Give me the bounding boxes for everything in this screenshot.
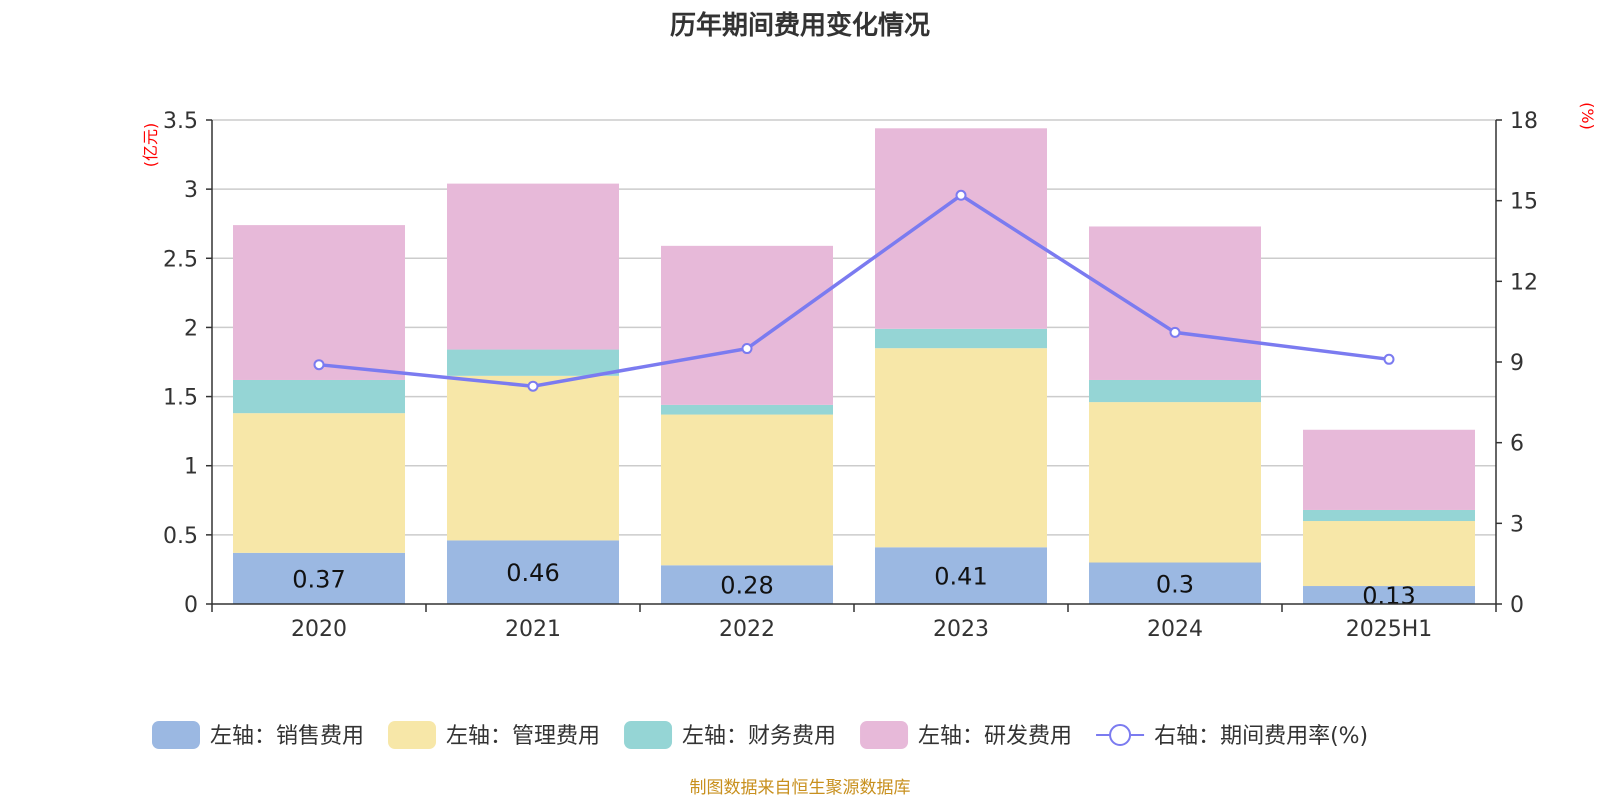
legend-label: 左轴：销售费用	[210, 724, 364, 749]
rate-line-point	[527, 380, 539, 392]
x-tick-label: 2023	[933, 617, 989, 642]
bar-data-label: 0.3	[1156, 570, 1194, 598]
legend-marker	[1109, 724, 1132, 746]
bar-data-label: 0.28	[720, 572, 773, 600]
bar-segment	[233, 225, 405, 380]
rate-line-point	[1383, 353, 1395, 365]
legend-item: 右轴：期间费用率(%)	[1096, 724, 1368, 749]
legend-swatch	[152, 721, 200, 749]
left-tick-label: 0	[184, 593, 198, 618]
right-tick-label: 9	[1510, 351, 1524, 376]
left-tick-label: 2.5	[163, 247, 198, 272]
right-tick-label: 18	[1510, 109, 1538, 134]
rate-line-point	[955, 189, 967, 201]
legend-label: 左轴：研发费用	[918, 724, 1072, 749]
bar-segment	[661, 245, 833, 405]
bar-segment	[1089, 379, 1261, 403]
bar-segment	[661, 414, 833, 566]
x-tick-label: 2025H1	[1346, 617, 1433, 642]
bar-segment	[1303, 586, 1475, 604]
bar-segment	[875, 348, 1047, 548]
left-tick-label: 2	[184, 316, 198, 341]
rate-line-point	[313, 359, 325, 371]
legend-item: 左轴：研发费用	[860, 721, 1072, 749]
data-labels: 0.37 0.46 0.28 0.41 0.3 0.13	[292, 559, 1415, 610]
legend-swatch	[624, 721, 673, 749]
bar-segment	[447, 183, 619, 350]
legend-swatch	[860, 721, 909, 749]
bar-segment	[875, 547, 1047, 604]
x-tick-label: 2020	[291, 617, 347, 642]
bar-segment	[1303, 521, 1475, 587]
bar-segment	[447, 349, 619, 376]
right-tick-label: 3	[1510, 512, 1524, 537]
right-tick-label: 12	[1510, 270, 1538, 295]
chart-title: 历年期间费用变化情况	[670, 10, 930, 41]
left-tick-label: 0.5	[163, 524, 198, 549]
bar-data-label: 0.41	[934, 563, 987, 591]
right-tick-label: 6	[1510, 432, 1524, 457]
source-note: 制图数据来自恒生聚源数据库	[690, 778, 911, 798]
bar-segment	[1089, 226, 1261, 380]
bar-segment	[1089, 402, 1261, 563]
bar-segment	[233, 552, 405, 604]
bar-segment	[875, 328, 1047, 349]
left-axis-unit: (亿元)	[141, 123, 160, 168]
left-tick-label: 1.5	[163, 386, 198, 411]
bar-segment	[233, 413, 405, 553]
bar-segment	[1303, 429, 1475, 510]
x-tick-label: 2022	[719, 617, 775, 642]
bar-segment	[875, 128, 1047, 329]
rate-line-point	[741, 343, 753, 355]
legend: 左轴：销售费用 左轴：管理费用 左轴：财务费用 左轴：研发费用 右轴：期间费用率(%)	[152, 721, 1368, 749]
legend-item: 左轴：财务费用	[624, 721, 836, 749]
bar-segment	[1089, 562, 1261, 604]
right-tick-label: 0	[1510, 593, 1524, 618]
right-tick-label: 15	[1510, 190, 1538, 215]
bar-data-label: 0.46	[506, 559, 559, 587]
bars	[233, 128, 1475, 604]
legend-label: 右轴：期间费用率(%)	[1154, 724, 1368, 749]
bar-segment	[447, 540, 619, 604]
bar-data-label: 0.13	[1362, 582, 1415, 610]
legend-item: 左轴：销售费用	[152, 721, 364, 749]
right-axis-unit: (%)	[1578, 102, 1597, 130]
x-tick-label: 2024	[1147, 617, 1203, 642]
legend-label: 左轴：财务费用	[682, 724, 836, 749]
rate-line-point	[1169, 326, 1181, 338]
bar-segment	[447, 375, 619, 541]
axes: 0 0.5 1 1.5 2 2.5 3 3.5 0 3 6 9 12 15 18 2020 2021 2022 20…	[163, 109, 1538, 642]
grid	[212, 119, 1496, 536]
bar-segment	[233, 379, 405, 414]
bar-segment	[661, 565, 833, 604]
rate-line-path	[318, 193, 1390, 388]
left-tick-label: 1	[184, 455, 198, 480]
rate-line	[313, 189, 1395, 392]
bar-data-label: 0.37	[292, 565, 345, 593]
left-tick-label: 3	[184, 178, 198, 203]
legend-label: 左轴：管理费用	[446, 724, 600, 749]
legend-swatch	[388, 721, 437, 749]
legend-item: 左轴：管理费用	[388, 721, 600, 749]
bar-segment	[661, 404, 833, 415]
left-tick-label: 3.5	[163, 109, 198, 134]
bar-segment	[1303, 509, 1475, 522]
x-tick-label: 2021	[505, 617, 561, 642]
